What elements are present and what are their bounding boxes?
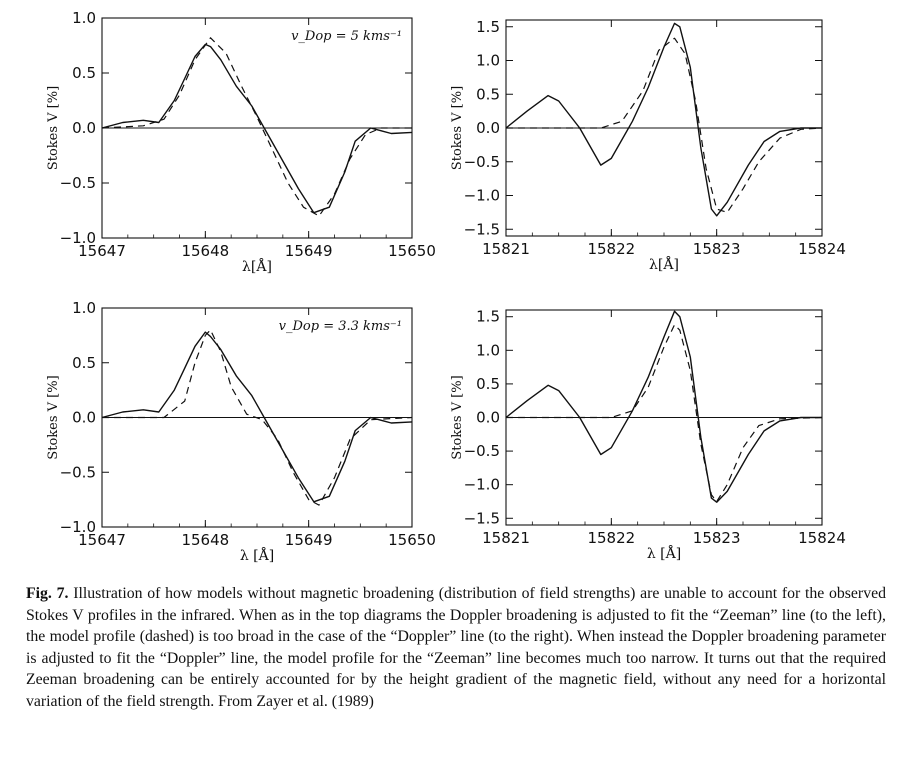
x-axis-label: λ[Å] — [649, 255, 679, 273]
y-tick-label: 0.0 — [476, 409, 500, 427]
model-profile-dashed-line — [101, 37, 412, 217]
y-tick-label: 1.0 — [476, 341, 500, 359]
y-tick-label: −1.0 — [60, 229, 96, 247]
observed-profile-line — [505, 310, 822, 503]
x-axis-label: λ[Å] — [242, 257, 272, 275]
model-profile-dashed-line — [506, 324, 823, 503]
x-tick-label: 15648 — [181, 242, 229, 260]
x-tick-label: 15649 — [285, 531, 333, 549]
x-tick-label: 15647 — [78, 531, 126, 549]
y-tick-label: 0.5 — [476, 375, 500, 393]
y-axis-label: Stokes V [%] — [46, 375, 61, 459]
y-tick-label: −0.5 — [464, 153, 500, 171]
vdop-annotation: v_Dop = 5 kms⁻¹ — [291, 29, 402, 44]
y-tick-label: 0.5 — [72, 64, 96, 82]
x-tick-label: 15650 — [388, 242, 436, 260]
x-tick-label: 15648 — [181, 531, 229, 549]
observed-profile-line — [101, 331, 413, 503]
x-tick-label: 15821 — [482, 240, 530, 258]
y-tick-label: −0.5 — [60, 463, 96, 481]
x-tick-label: 15650 — [388, 531, 436, 549]
y-tick-label: 1.5 — [476, 308, 500, 326]
x-tick-label: 15649 — [285, 242, 333, 260]
y-tick-label: −0.5 — [60, 174, 96, 192]
x-axis-label: λ [Å] — [647, 544, 681, 562]
y-axis-label: Stokes V [%] — [450, 86, 465, 170]
x-tick-label: 15823 — [693, 529, 741, 547]
caption-label: Fig. 7. — [26, 585, 69, 602]
observed-profile-line — [101, 43, 413, 214]
panel-top-left: 15647 15648 15649 15650 −1.0 −0.5 0.0 0.5 1.0 λ[Å… — [46, 9, 436, 275]
y-tick-label: 1.0 — [476, 52, 500, 70]
y-tick-label: −1.0 — [464, 476, 500, 494]
model-profile-dashed-line — [102, 329, 413, 506]
x-tick-label: 15824 — [798, 529, 846, 547]
figure-canvas: 15647 15648 15649 15650 −1.0 −0.5 0.0 0.5 1.0 λ[Å… — [46, 9, 846, 564]
x-tick-label: 15822 — [587, 240, 635, 258]
x-axis-label: λ [Å] — [240, 546, 274, 564]
y-tick-label: 0.0 — [72, 119, 96, 137]
caption-text: Illustration of how models without magne… — [26, 585, 887, 710]
y-tick-label: −1.5 — [464, 220, 500, 238]
panel-bottom-left: 15647 15648 15649 15650 −1.0 −0.5 0.0 0.5 1.0 λ [… — [46, 299, 436, 564]
y-tick-label: 0.5 — [476, 85, 500, 103]
panel-bottom-right: 15821 15822 15823 15824 −1.5 −1.0 −0.5 0.0 0.5 1.… — [450, 308, 846, 562]
y-axis-label: Stokes V [%] — [46, 86, 61, 170]
y-tick-label: 0.5 — [72, 354, 96, 372]
y-tick-label: −1.5 — [464, 509, 500, 527]
x-tick-label: 15647 — [78, 242, 126, 260]
x-tick-label: 15824 — [798, 240, 846, 258]
figure-caption: Fig. 7. Illustration of how models witho… — [26, 583, 886, 712]
x-tick-label: 15821 — [482, 529, 530, 547]
model-profile-dashed-line — [506, 37, 823, 213]
y-tick-label: 1.0 — [72, 299, 96, 317]
y-tick-label: −0.5 — [464, 442, 500, 460]
x-tick-label: 15822 — [587, 529, 635, 547]
y-tick-label: 0.0 — [476, 119, 500, 137]
y-tick-label: 0.0 — [72, 409, 96, 427]
y-axis-label: Stokes V [%] — [450, 375, 465, 459]
y-tick-label: −1.0 — [60, 518, 96, 536]
panel-top-right: 15821 15822 15823 15824 −1.5 −1.0 −0.5 0.0 0.5 1.… — [450, 18, 846, 273]
y-tick-label: 1.0 — [72, 9, 96, 27]
x-tick-label: 15823 — [693, 240, 741, 258]
y-tick-label: 1.5 — [476, 18, 500, 36]
vdop-annotation: v_Dop = 3.3 kms⁻¹ — [279, 319, 402, 334]
y-tick-label: −1.0 — [464, 187, 500, 205]
observed-profile-line — [505, 22, 822, 217]
